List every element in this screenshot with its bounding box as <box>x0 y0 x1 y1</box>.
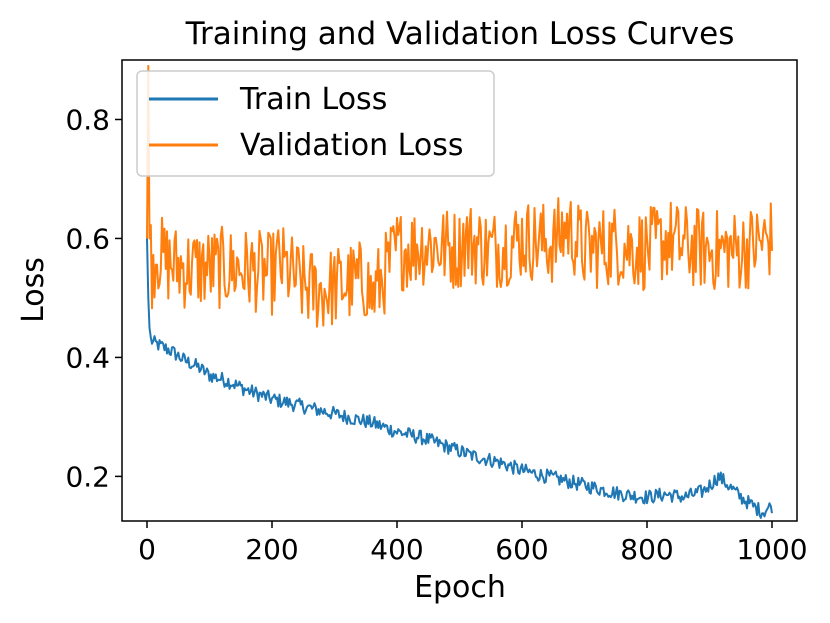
x-tick-label: 800 <box>620 533 673 566</box>
x-tick-label: 1000 <box>736 533 807 566</box>
y-tick-label: 0.4 <box>65 341 110 374</box>
validation-loss-line <box>146 64 773 328</box>
legend-label-validation: Validation Loss <box>240 128 463 163</box>
x-tick-label: 400 <box>370 533 423 566</box>
x-axis-ticks: 0 200 400 600 800 1000 <box>138 521 808 566</box>
plot-frame <box>121 59 798 522</box>
x-tick-label: 0 <box>138 533 156 566</box>
y-axis-ticks: 0.2 0.4 0.6 0.8 <box>65 103 122 493</box>
x-tick-label: 600 <box>495 533 548 566</box>
y-tick-label: 0.2 <box>65 460 110 493</box>
y-tick-label: 0.6 <box>65 222 110 255</box>
legend: Train Loss Validation Loss <box>136 70 495 177</box>
legend-box <box>136 70 495 177</box>
y-axis-label: Loss <box>16 257 51 323</box>
chart-title: Training and Validation Loss Curves <box>185 16 735 52</box>
legend-label-train: Train Loss <box>239 82 387 117</box>
y-tick-label: 0.8 <box>65 103 110 136</box>
x-axis-label: Epoch <box>414 570 506 605</box>
plot-lines <box>146 64 773 519</box>
x-tick-label: 200 <box>245 533 298 566</box>
train-loss-line <box>146 238 773 519</box>
